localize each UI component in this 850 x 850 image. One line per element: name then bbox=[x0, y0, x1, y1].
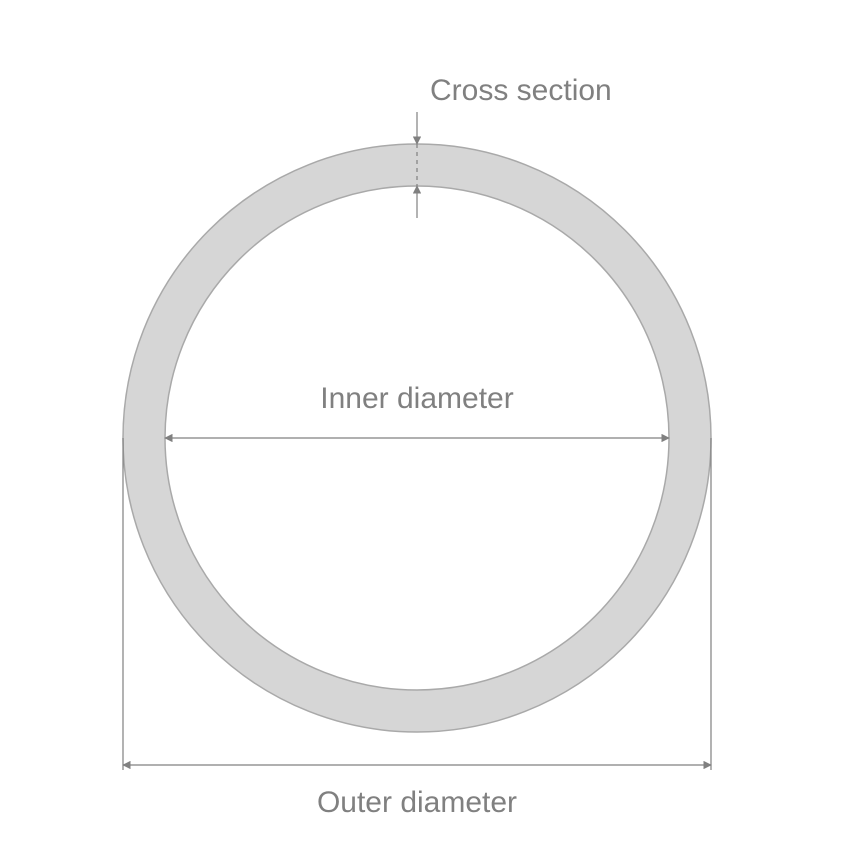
inner-diameter-label: Inner diameter bbox=[320, 382, 513, 415]
ring-diagram: Cross section Inner diameter Outer diame… bbox=[0, 0, 850, 850]
cross-section-label: Cross section bbox=[430, 74, 612, 107]
outer-diameter-label: Outer diameter bbox=[317, 786, 517, 819]
